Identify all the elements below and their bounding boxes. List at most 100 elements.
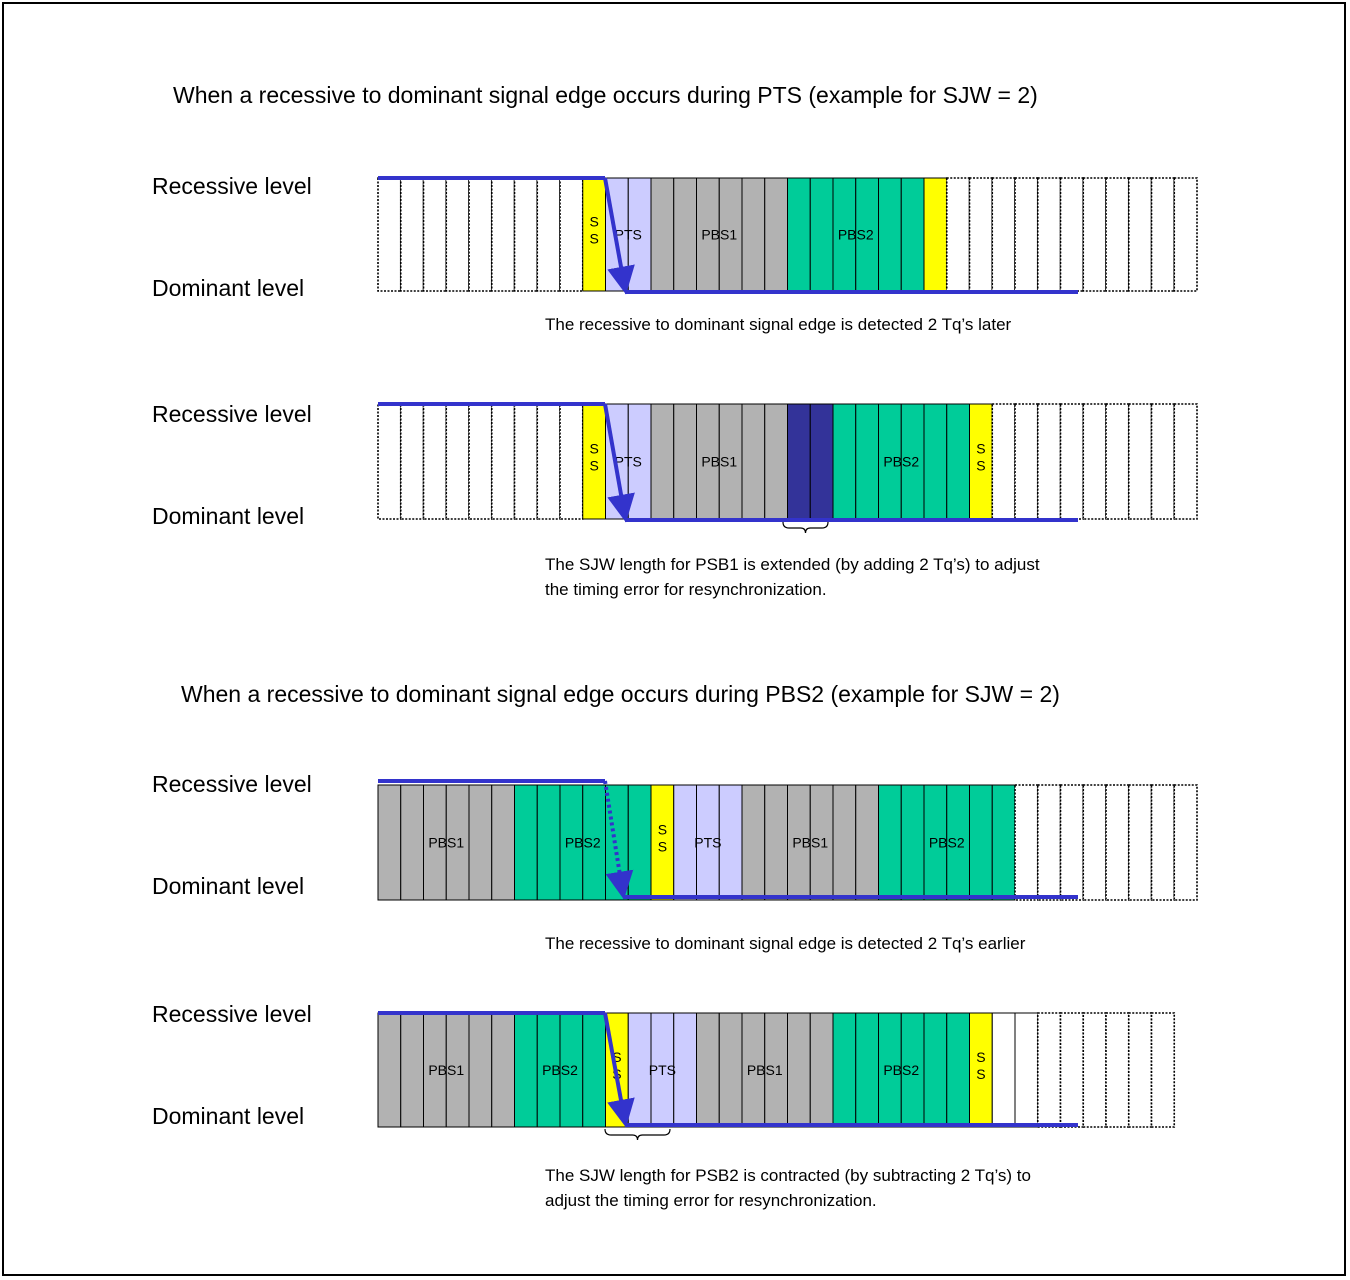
signal-edge-arrow [603, 177, 635, 295]
tq-cell-pbs1 [855, 784, 879, 901]
tq-cell-blank [1127, 177, 1153, 292]
tq-cell-pbs2 [969, 784, 993, 901]
tq-cell-pbs2 [514, 784, 538, 901]
tq-cell-pbs1 [764, 403, 788, 520]
caption-pbs2-contracted: The SJW length for PSB2 is contracted (b… [545, 1166, 1031, 1210]
timing-strip-pbs2-contracted: PBS1PBS2SSPTSPBS1PBS2SS [377, 1011, 1176, 1141]
tq-cell-blank [559, 177, 584, 292]
tq-cell-blank [377, 177, 402, 292]
tq-cell-pbs1 [741, 784, 766, 901]
tq-cell-pts [673, 1012, 697, 1128]
segment-label-pbs1: PBS1 [747, 1062, 783, 1078]
tq-cell-pbs1 [673, 177, 697, 292]
tq-cell-blank [1036, 784, 1062, 901]
tq-cell-pbs1 [809, 1012, 834, 1128]
segment-label-pbs1: PBS1 [428, 835, 464, 851]
tq-cell-pbs1 [787, 1012, 811, 1128]
timing-strip-pbs2-detected-earlier: PBS1 PBS2 S S PTS PBS1 PBS2 [377, 779, 1198, 901]
tq-cell-blank [1105, 177, 1130, 292]
tq-cell-ss [923, 177, 948, 292]
tq-cell-pbs2 [832, 403, 857, 520]
tq-cell-pbs1 [696, 1012, 720, 1128]
tq-cell-blank [1150, 177, 1176, 292]
segment-label-pbs1: PBS1 [701, 227, 737, 243]
timing-strip-pts-detected-later: S S PTS PBS1 PBS2 [377, 176, 1198, 295]
tq-cell-pbs2 [809, 177, 834, 292]
signal-edge-arrow [603, 403, 635, 523]
tq-cell-blank [1082, 403, 1107, 520]
tq-cell-pbs1 [741, 177, 766, 292]
tq-cell-sjw [809, 403, 834, 520]
dominant-level-label: Dominant level [152, 1103, 305, 1129]
tq-cell-blank [490, 403, 516, 520]
tq-cell-pbs1 [400, 784, 424, 901]
tq-cell-pbs2 [991, 784, 1016, 901]
tq-cell-blank [1173, 784, 1198, 901]
dominant-level-label: Dominant level [152, 873, 305, 899]
tq-cell-pbs1 [491, 1012, 515, 1128]
tq-cell-blank [1127, 1012, 1153, 1128]
tq-cell-blank [1014, 1012, 1039, 1128]
tq-cell-blank [991, 403, 1016, 520]
recessive-level-label: Recessive level [152, 1001, 312, 1027]
tq-cell-blank [422, 403, 448, 520]
tq-cell-blank [1014, 177, 1039, 292]
tq-cell-blank [1105, 784, 1130, 901]
tq-cell-blank [1150, 1012, 1176, 1128]
tq-cell-blank [1036, 403, 1062, 520]
tq-cell-blank [536, 403, 561, 520]
sjw-brace [782, 521, 829, 534]
tq-cell-blank [1036, 1012, 1062, 1128]
section-title-pts: When a recessive to dominant signal edge… [173, 82, 1038, 108]
tq-cell-blank [513, 177, 539, 292]
tq-cell-sjw [787, 403, 811, 520]
tq-cell-blank [490, 177, 516, 292]
tq-cell-blank [468, 403, 493, 520]
dominant-level-label: Dominant level [152, 275, 305, 301]
tq-cell-pbs1 [764, 177, 788, 292]
tq-cell-blank [1082, 1012, 1107, 1128]
tq-cell-pbs2 [582, 1012, 606, 1128]
tq-cell-pbs2 [900, 784, 925, 901]
signal-edge-arrow [603, 1012, 635, 1128]
tq-cell-blank [399, 177, 425, 292]
tq-cell-pbs1 [741, 403, 766, 520]
tq-cell-pbs1 [400, 1012, 424, 1128]
tq-cell-blank [991, 1012, 1016, 1128]
segment-label-pbs2: PBS2 [883, 1062, 919, 1078]
tq-cell-pbs1 [377, 1012, 402, 1128]
tq-cell-blank [1059, 1012, 1085, 1128]
tq-cell-pbs2 [946, 1012, 970, 1128]
segment-label-pts: PTS [615, 454, 642, 470]
dominant-level-label: Dominant level [152, 503, 305, 529]
tq-cell-blank [945, 177, 971, 292]
tq-cell-pbs2 [832, 1012, 857, 1128]
tq-cell-blank [445, 177, 470, 292]
tq-cell-pbs2 [923, 403, 948, 520]
tq-cell-pbs2 [855, 403, 879, 520]
tq-cell-blank [1014, 403, 1039, 520]
tq-cell-pbs2 [536, 784, 561, 901]
sjw-brace [604, 1128, 671, 1141]
tq-cell-blank [1059, 177, 1085, 292]
tq-cell-blank [1036, 177, 1062, 292]
tq-cell-pbs1 [468, 784, 493, 901]
tq-cell-pbs1 [650, 403, 675, 520]
tq-cell-pbs2 [878, 784, 902, 901]
tq-cell-pbs2 [946, 403, 970, 520]
tq-cell-pbs1 [832, 784, 857, 901]
recessive-level-label: Recessive level [152, 401, 312, 427]
segment-label-pbs1: PBS1 [792, 835, 828, 851]
tq-cell-blank [536, 177, 561, 292]
tq-cell-pts [673, 784, 697, 901]
signal-edge-arrow [603, 780, 634, 900]
tq-cell-pbs1 [764, 784, 788, 901]
recessive-level-label: Recessive level [152, 173, 312, 199]
tq-cell-pbs1 [468, 1012, 493, 1128]
segment-label-pbs2: PBS2 [542, 1062, 578, 1078]
tq-cell-pts [718, 784, 743, 901]
